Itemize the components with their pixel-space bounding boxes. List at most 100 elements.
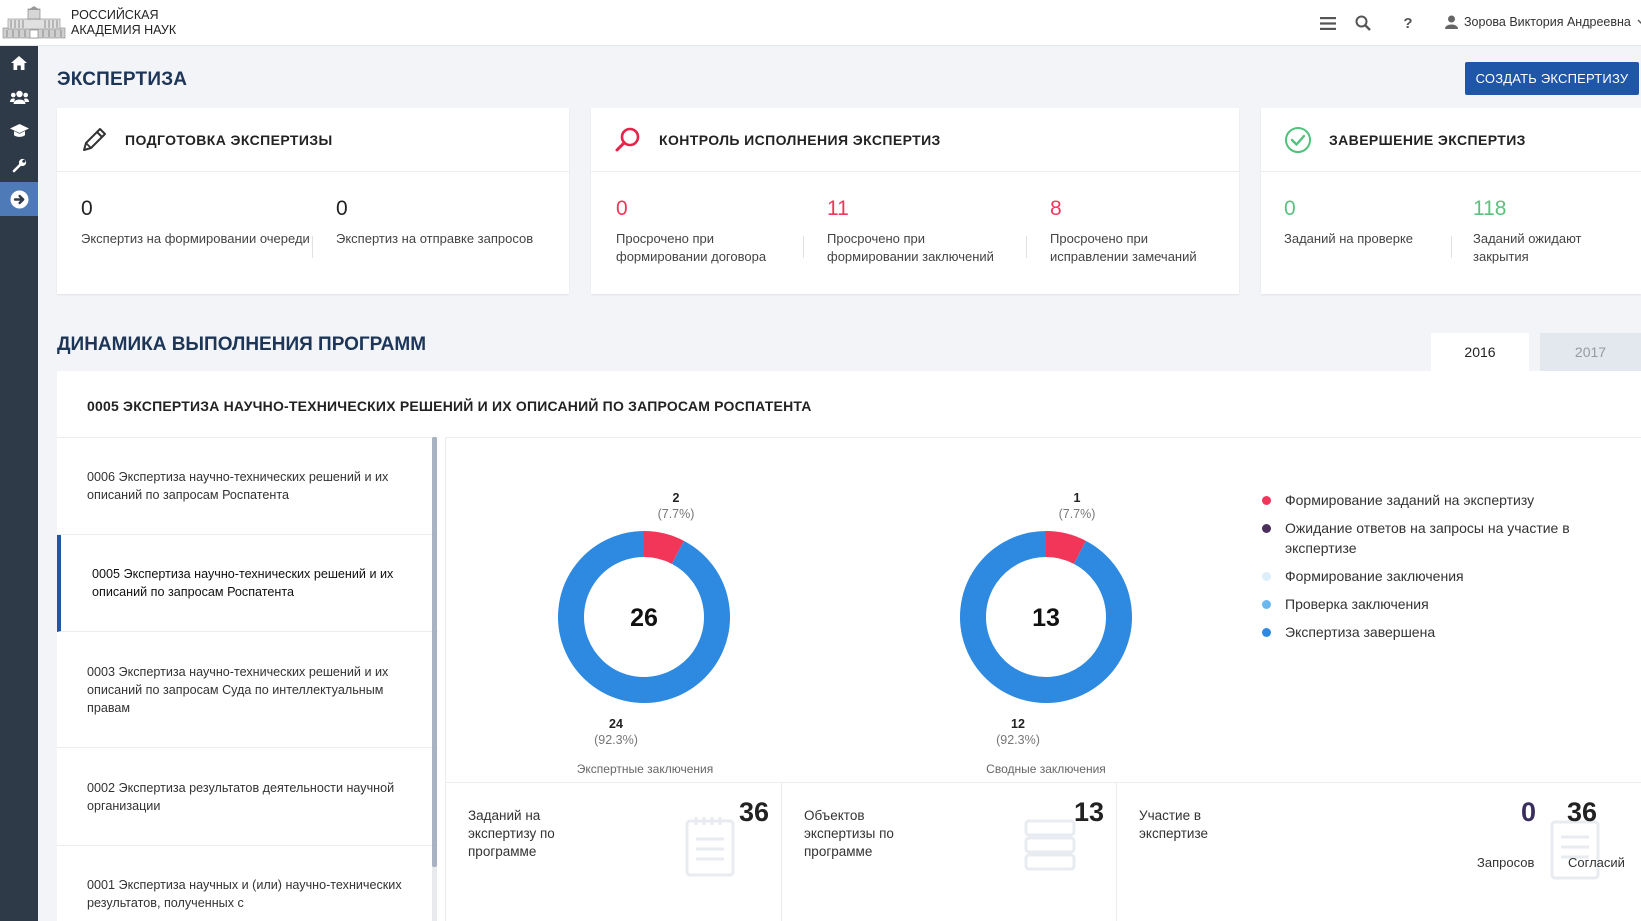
- sidebar-item-education[interactable]: [0, 114, 38, 148]
- program-item-label: 0005 Экспертиза научно-технических решен…: [92, 567, 394, 599]
- donut-chart-expert-conclusions: 26: [558, 531, 730, 703]
- arrow-right-circle-icon: [10, 190, 28, 208]
- metric-awaiting-close[interactable]: 118 Заданий ожидают закрытия: [1473, 196, 1633, 266]
- card-title: КОНТРОЛЬ ИСПОЛНЕНИЯ ЭКСПЕРТИЗ: [659, 131, 941, 148]
- legend-dot: [1262, 524, 1271, 533]
- legend-item[interactable]: Проверка заключения: [1262, 594, 1602, 614]
- user-menu[interactable]: Зорова Виктория Андреевна: [1445, 15, 1641, 29]
- donut-total: 13: [1032, 604, 1060, 632]
- legend-item[interactable]: Ожидание ответов на запросы на участие в…: [1262, 518, 1602, 558]
- metric-label: Заданий на проверке: [1284, 231, 1414, 246]
- slice-percent: (7.7%): [1058, 507, 1096, 521]
- stat-label: Объектов экспертизы по программе: [804, 808, 894, 859]
- stat-label: Заданий на экспертизу по программе: [468, 808, 555, 859]
- metric-overdue-contract[interactable]: 0 Просрочено при формировании договора: [616, 196, 796, 266]
- metric-value: 0: [1284, 197, 1296, 220]
- legend-dot: [1262, 628, 1271, 637]
- legend-item[interactable]: Формирование заключения: [1262, 566, 1602, 586]
- metric-label: Просрочено при формировании заключений: [827, 231, 994, 264]
- stat-agreements-value: 36: [1567, 797, 1598, 827]
- legend-label: Формирование заключения: [1285, 568, 1464, 584]
- notepad-icon: [685, 817, 735, 877]
- program-item-label: 0006 Экспертиза научно-технических решен…: [87, 470, 389, 502]
- graduation-cap-icon: [9, 124, 29, 137]
- legend-label: Ожидание ответов на запросы на участие в…: [1285, 520, 1570, 556]
- legend-item[interactable]: Экспертиза завершена: [1262, 622, 1602, 642]
- metric-value: 11: [827, 197, 849, 220]
- sidebar: [0, 46, 38, 921]
- chart1-slice-label-small: 2 (7.7%): [656, 490, 696, 522]
- program-item-active[interactable]: 0005 Экспертиза научно-технических решен…: [57, 535, 438, 632]
- slice-value: 24: [609, 717, 623, 731]
- program-item[interactable]: 0006 Экспертиза научно-технических решен…: [57, 438, 438, 535]
- tab-year-2016[interactable]: 2016: [1431, 333, 1529, 371]
- chart1-caption: Экспертные заключения: [576, 762, 714, 776]
- chart-legend: Формирование заданий на экспертизу Ожида…: [1262, 490, 1602, 650]
- chart2-caption: Сводные заключения: [986, 762, 1106, 776]
- slice-value: 12: [1011, 717, 1025, 731]
- chevron-down-icon: [1637, 19, 1641, 25]
- legend-dot: [1262, 496, 1271, 505]
- metric-value: 0: [81, 197, 93, 220]
- check-circle-icon: [1285, 126, 1311, 153]
- tab-year-2017[interactable]: 2017: [1540, 333, 1641, 371]
- program-item[interactable]: 0001 Экспертиза научных и (или) научно-т…: [57, 846, 438, 921]
- card-header: ЗАВЕРШЕНИЕ ЭКСПЕРТИЗ: [1261, 108, 1641, 172]
- card-completion: ЗАВЕРШЕНИЕ ЭКСПЕРТИЗ 0 Заданий на провер…: [1261, 108, 1641, 294]
- stat-label: Участие в экспертизе: [1139, 808, 1208, 841]
- chart2-slice-label-large: 12 (92.3%): [990, 716, 1046, 748]
- program-item[interactable]: 0003 Экспертиза научно-технических решен…: [57, 632, 438, 748]
- metric-label: Заданий ожидают закрытия: [1473, 231, 1582, 264]
- chart2-slice-label-small: 1 (7.7%): [1057, 490, 1097, 522]
- card-control: КОНТРОЛЬ ИСПОЛНЕНИЯ ЭКСПЕРТИЗ 0 Просроче…: [591, 108, 1239, 294]
- donut-chart-summary-conclusions: 13: [960, 531, 1132, 703]
- slice-percent: (92.3%): [594, 733, 638, 747]
- divider: [312, 236, 313, 258]
- legend-label: Экспертиза завершена: [1285, 624, 1436, 640]
- create-expertise-button[interactable]: СОЗДАТЬ ЭКСПЕРТИЗУ: [1465, 62, 1639, 95]
- user-icon: [1445, 15, 1458, 29]
- page-title: ЭКСПЕРТИЗА: [57, 69, 188, 90]
- help-icon[interactable]: ?: [1403, 14, 1413, 32]
- legend-dot: [1262, 572, 1271, 581]
- metric-overdue-conclusions[interactable]: 11 Просрочено при формировании заключени…: [827, 196, 1017, 266]
- program-item-label: 0002 Экспертиза результатов деятельности…: [87, 780, 395, 813]
- program-list-scrollbar[interactable]: [432, 437, 437, 921]
- document-icon: [1550, 820, 1600, 880]
- slice-percent: (92.3%): [996, 733, 1040, 747]
- legend-item[interactable]: Формирование заданий на экспертизу: [1262, 490, 1602, 510]
- slice-value: 2: [672, 491, 680, 505]
- menu-icon[interactable]: [1315, 10, 1341, 36]
- search-icon[interactable]: [1350, 10, 1376, 36]
- metric-queue[interactable]: 0 Экспертиз на формировании очереди: [81, 196, 311, 248]
- donut-slice-1[interactable]: [558, 531, 730, 703]
- sidebar-item-users[interactable]: [0, 80, 38, 114]
- card-header: ПОДГОТОВКА ЭКСПЕРТИЗЫ: [57, 108, 569, 172]
- donut-slice-1[interactable]: [960, 531, 1132, 703]
- program-item[interactable]: 0002 Экспертиза результатов деятельности…: [57, 748, 438, 846]
- card-preparation: ПОДГОТОВКА ЭКСПЕРТИЗЫ 0 Экспертиз на фор…: [57, 108, 569, 294]
- metric-overdue-fixes[interactable]: 8 Просрочено при исправлении замечаний: [1050, 196, 1230, 266]
- stat-requests-label: Запросов: [1477, 855, 1535, 870]
- program-list: 0006 Экспертиза научно-технических решен…: [57, 437, 438, 921]
- sidebar-item-expertise[interactable]: [0, 182, 38, 216]
- org-name-line1: РОССИЙСКАЯ: [71, 8, 159, 22]
- divider: [1451, 236, 1452, 258]
- metric-label: Просрочено при исправлении замечаний: [1050, 231, 1197, 264]
- academy-logo[interactable]: [2, 6, 66, 40]
- legend-label: Проверка заключения: [1285, 596, 1429, 612]
- stat-agreements-label: Согласий: [1568, 855, 1625, 870]
- donut-slice-0[interactable]: [1045, 531, 1086, 565]
- scrollbar-thumb[interactable]: [432, 437, 437, 867]
- metric-requests[interactable]: 0 Экспертиз на отправке запросов: [336, 196, 556, 248]
- card-title: ЗАВЕРШЕНИЕ ЭКСПЕРТИЗ: [1329, 131, 1526, 148]
- metric-value: 0: [336, 197, 348, 220]
- sidebar-item-home[interactable]: [0, 46, 38, 80]
- card-title: ПОДГОТОВКА ЭКСПЕРТИЗЫ: [125, 131, 333, 148]
- sidebar-item-tools[interactable]: [0, 148, 38, 182]
- stat-participation: Участие в экспертизе 0 Запросов 36 Согла…: [1116, 782, 1641, 921]
- metric-on-check[interactable]: 0 Заданий на проверке: [1284, 196, 1449, 248]
- card-header: КОНТРОЛЬ ИСПОЛНЕНИЯ ЭКСПЕРТИЗ: [591, 108, 1239, 172]
- legend-label: Формирование заданий на экспертизу: [1285, 492, 1535, 508]
- donut-slice-0[interactable]: [643, 531, 684, 565]
